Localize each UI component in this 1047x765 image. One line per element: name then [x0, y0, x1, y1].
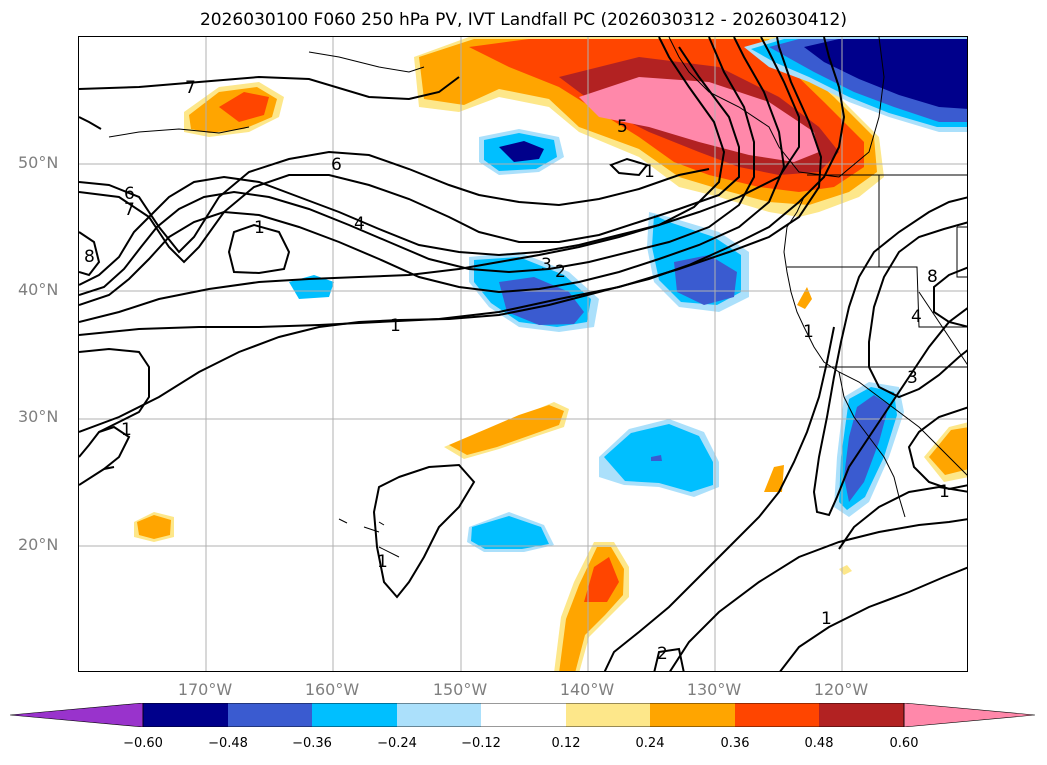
colorbar [10, 703, 1036, 727]
colorbar-bin [312, 703, 397, 727]
contour-label: 3 [541, 255, 552, 275]
contour-label: 3 [907, 368, 918, 388]
contour-label: 8 [84, 247, 95, 267]
colorbar-bin [481, 703, 566, 727]
colorbar-bin [228, 703, 312, 727]
colorbar-bin [566, 703, 650, 727]
colorbar-bin [735, 703, 819, 727]
colorbar-tick: 0.60 [889, 736, 919, 751]
colorbar-bin [143, 703, 228, 727]
lon-label-170w: 170°W [177, 680, 233, 699]
coastlines [108, 37, 967, 558]
pv-negative-shading [289, 37, 967, 552]
contour-label: 1 [377, 552, 388, 572]
contour-label: 1 [254, 218, 265, 238]
colorbar-tick: 0.36 [720, 736, 750, 751]
contour-label: 7 [124, 200, 135, 220]
contour-label: 1 [939, 482, 950, 502]
lon-label-160w: 160°W [304, 680, 360, 699]
contour-label: 4 [911, 307, 922, 327]
contour-label: 1 [803, 322, 814, 342]
map-panel: 7 6 6 7 8 1 4 3 2 1 5 1 1 1 1 1 8 4 3 1 … [78, 36, 968, 672]
contour-label: 6 [331, 155, 342, 175]
lon-label-120w: 120°W [813, 680, 869, 699]
contour-label: 5 [617, 117, 628, 137]
contour-label: 4 [354, 214, 365, 234]
colorbar-tick: −0.24 [377, 736, 417, 751]
colorbar-extend-high [903, 703, 1036, 727]
lon-label-130w: 130°W [686, 680, 742, 699]
lat-label-30n: 30°N [18, 407, 59, 426]
colorbar-tick: 0.48 [804, 736, 834, 751]
contour-label: 1 [821, 609, 832, 629]
map-canvas: 7 6 6 7 8 1 4 3 2 1 5 1 1 1 1 1 8 4 3 1 … [79, 37, 967, 671]
lon-label-140w: 140°W [559, 680, 615, 699]
colorbar-tick: 0.12 [551, 736, 581, 751]
colorbar-tick: −0.12 [461, 736, 501, 751]
colorbar-tick: −0.60 [123, 736, 163, 751]
colorbar-tick: −0.36 [292, 736, 332, 751]
map-title: 2026030100 F060 250 hPa PV, IVT Landfall… [199, 10, 847, 30]
colorbar-bin [819, 703, 904, 727]
lat-label-20n: 20°N [18, 535, 59, 554]
colorbar-extend-low [10, 703, 144, 727]
contour-label: 2 [555, 262, 566, 282]
lat-label-50n: 50°N [18, 153, 59, 172]
contour-label: 8 [927, 267, 938, 287]
contour-label: 7 [185, 78, 196, 98]
lat-label-40n: 40°N [18, 280, 59, 299]
contour-label: 1 [644, 162, 655, 182]
colorbar-bin [397, 703, 481, 727]
contour-label: 6 [124, 184, 135, 204]
colorbar-outline [142, 703, 905, 727]
contour-label: 2 [657, 644, 668, 664]
colorbar-tick: −0.48 [208, 736, 248, 751]
contour-label-group: 7 6 6 7 8 1 4 3 2 1 5 1 1 1 1 1 8 4 3 1 … [84, 78, 950, 664]
contour-label: 1 [390, 316, 401, 336]
pv-positive-shading [134, 37, 967, 671]
contour-label: 1 [121, 420, 132, 440]
colorbar-bin [650, 703, 735, 727]
colorbar-tick: 0.24 [635, 736, 665, 751]
pv-contours [79, 37, 967, 671]
graticule [79, 37, 967, 671]
lon-label-150w: 150°W [432, 680, 488, 699]
